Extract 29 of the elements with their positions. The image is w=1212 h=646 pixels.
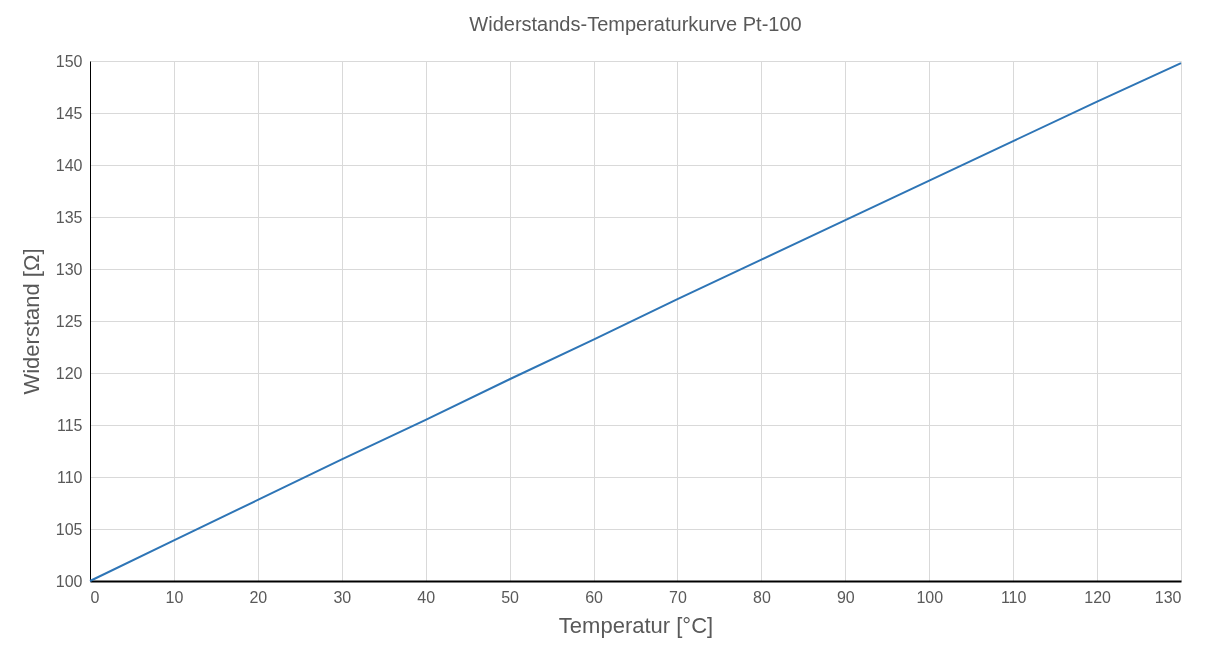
x-tick-label: 120 [1084,588,1112,606]
y-tick-label: 105 [55,520,83,538]
x-tick-label: 130 [1154,588,1182,606]
x-tick-label: 80 [752,588,771,606]
x-tick-label: 110 [1000,588,1027,606]
y-tick-label: 145 [55,104,83,122]
y-tick-label: 110 [56,468,83,486]
line-series [89,62,1182,582]
x-tick-label: 100 [916,588,944,606]
x-tick-label: 50 [501,588,520,606]
y-tick-label: 100 [55,572,83,590]
x-tick-label: 90 [836,588,855,606]
y-tick-label: 150 [55,52,83,70]
y-tick-label: 115 [56,416,83,434]
chart-title: Widerstands-Temperaturkurve Pt-100 [469,13,802,35]
x-tick-label: 20 [249,588,268,606]
y-tick-label: 140 [55,156,83,174]
y-axis-title: Widerstand [Ω] [18,248,44,395]
y-tick-label: 120 [55,364,83,382]
x-tick-label: 70 [669,588,687,606]
x-tick-label: 10 [165,588,184,606]
y-tick-label: 125 [55,312,83,330]
x-tick-label: 30 [333,588,352,606]
x-tick-label: 40 [417,588,436,606]
x-tick-label: 0 [90,588,100,606]
x-axis-title: Temperatur [°C] [558,612,714,638]
x-tick-label: 60 [585,588,604,606]
y-tick-label: 130 [55,260,83,278]
y-tick-label: 135 [55,208,83,226]
